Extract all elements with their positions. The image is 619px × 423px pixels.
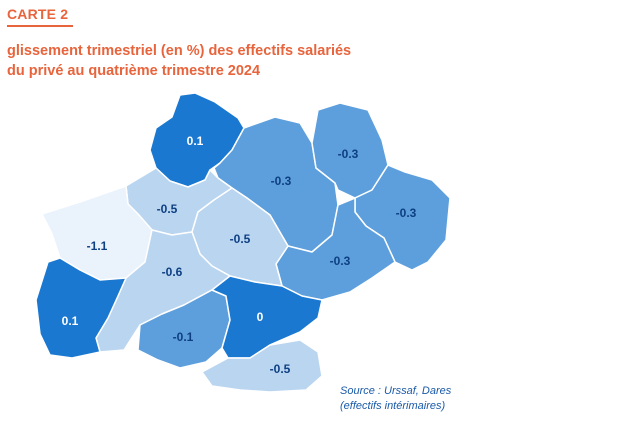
department-value-labels: 0.1 -0.3 -0.3 -0.3 -0.3 -0.5 -0.5 -1.1 -… (62, 134, 417, 376)
map-title-line-1: glissement trimestriel (en %) des effect… (7, 43, 352, 59)
value-label-gard: -0.3 (396, 206, 417, 220)
department-pyrenees-orientales (201, 339, 323, 393)
source-line-2: (effectifs intérimaires) (340, 400, 446, 412)
value-label-lot: 0.1 (187, 134, 204, 148)
department-aude (211, 275, 323, 359)
value-label-tarn-et-garonne: -0.5 (157, 202, 178, 216)
source-line-1: Source : Urssaf, Dares (340, 385, 452, 397)
value-label-lozere: -0.3 (338, 147, 359, 161)
value-label-tarn: -0.5 (230, 232, 251, 246)
value-label-gers: -1.1 (87, 239, 108, 253)
value-label-pyrenees-orientales: -0.5 (270, 362, 291, 376)
map-title-line-2: du privé au quatrième trimestre 2024 (7, 63, 261, 79)
card-label-underline (7, 25, 73, 27)
value-label-ariege: -0.1 (173, 330, 194, 344)
department-hautes-pyrenees (35, 257, 127, 359)
value-label-aude: 0 (257, 310, 264, 324)
value-label-hautes-pyrenees: 0.1 (62, 314, 79, 328)
value-label-herault: -0.3 (330, 254, 351, 268)
value-label-aveyron: -0.3 (271, 174, 292, 188)
value-label-haute-garonne: -0.6 (162, 265, 183, 279)
card-label: CARTE 2 (7, 6, 69, 22)
